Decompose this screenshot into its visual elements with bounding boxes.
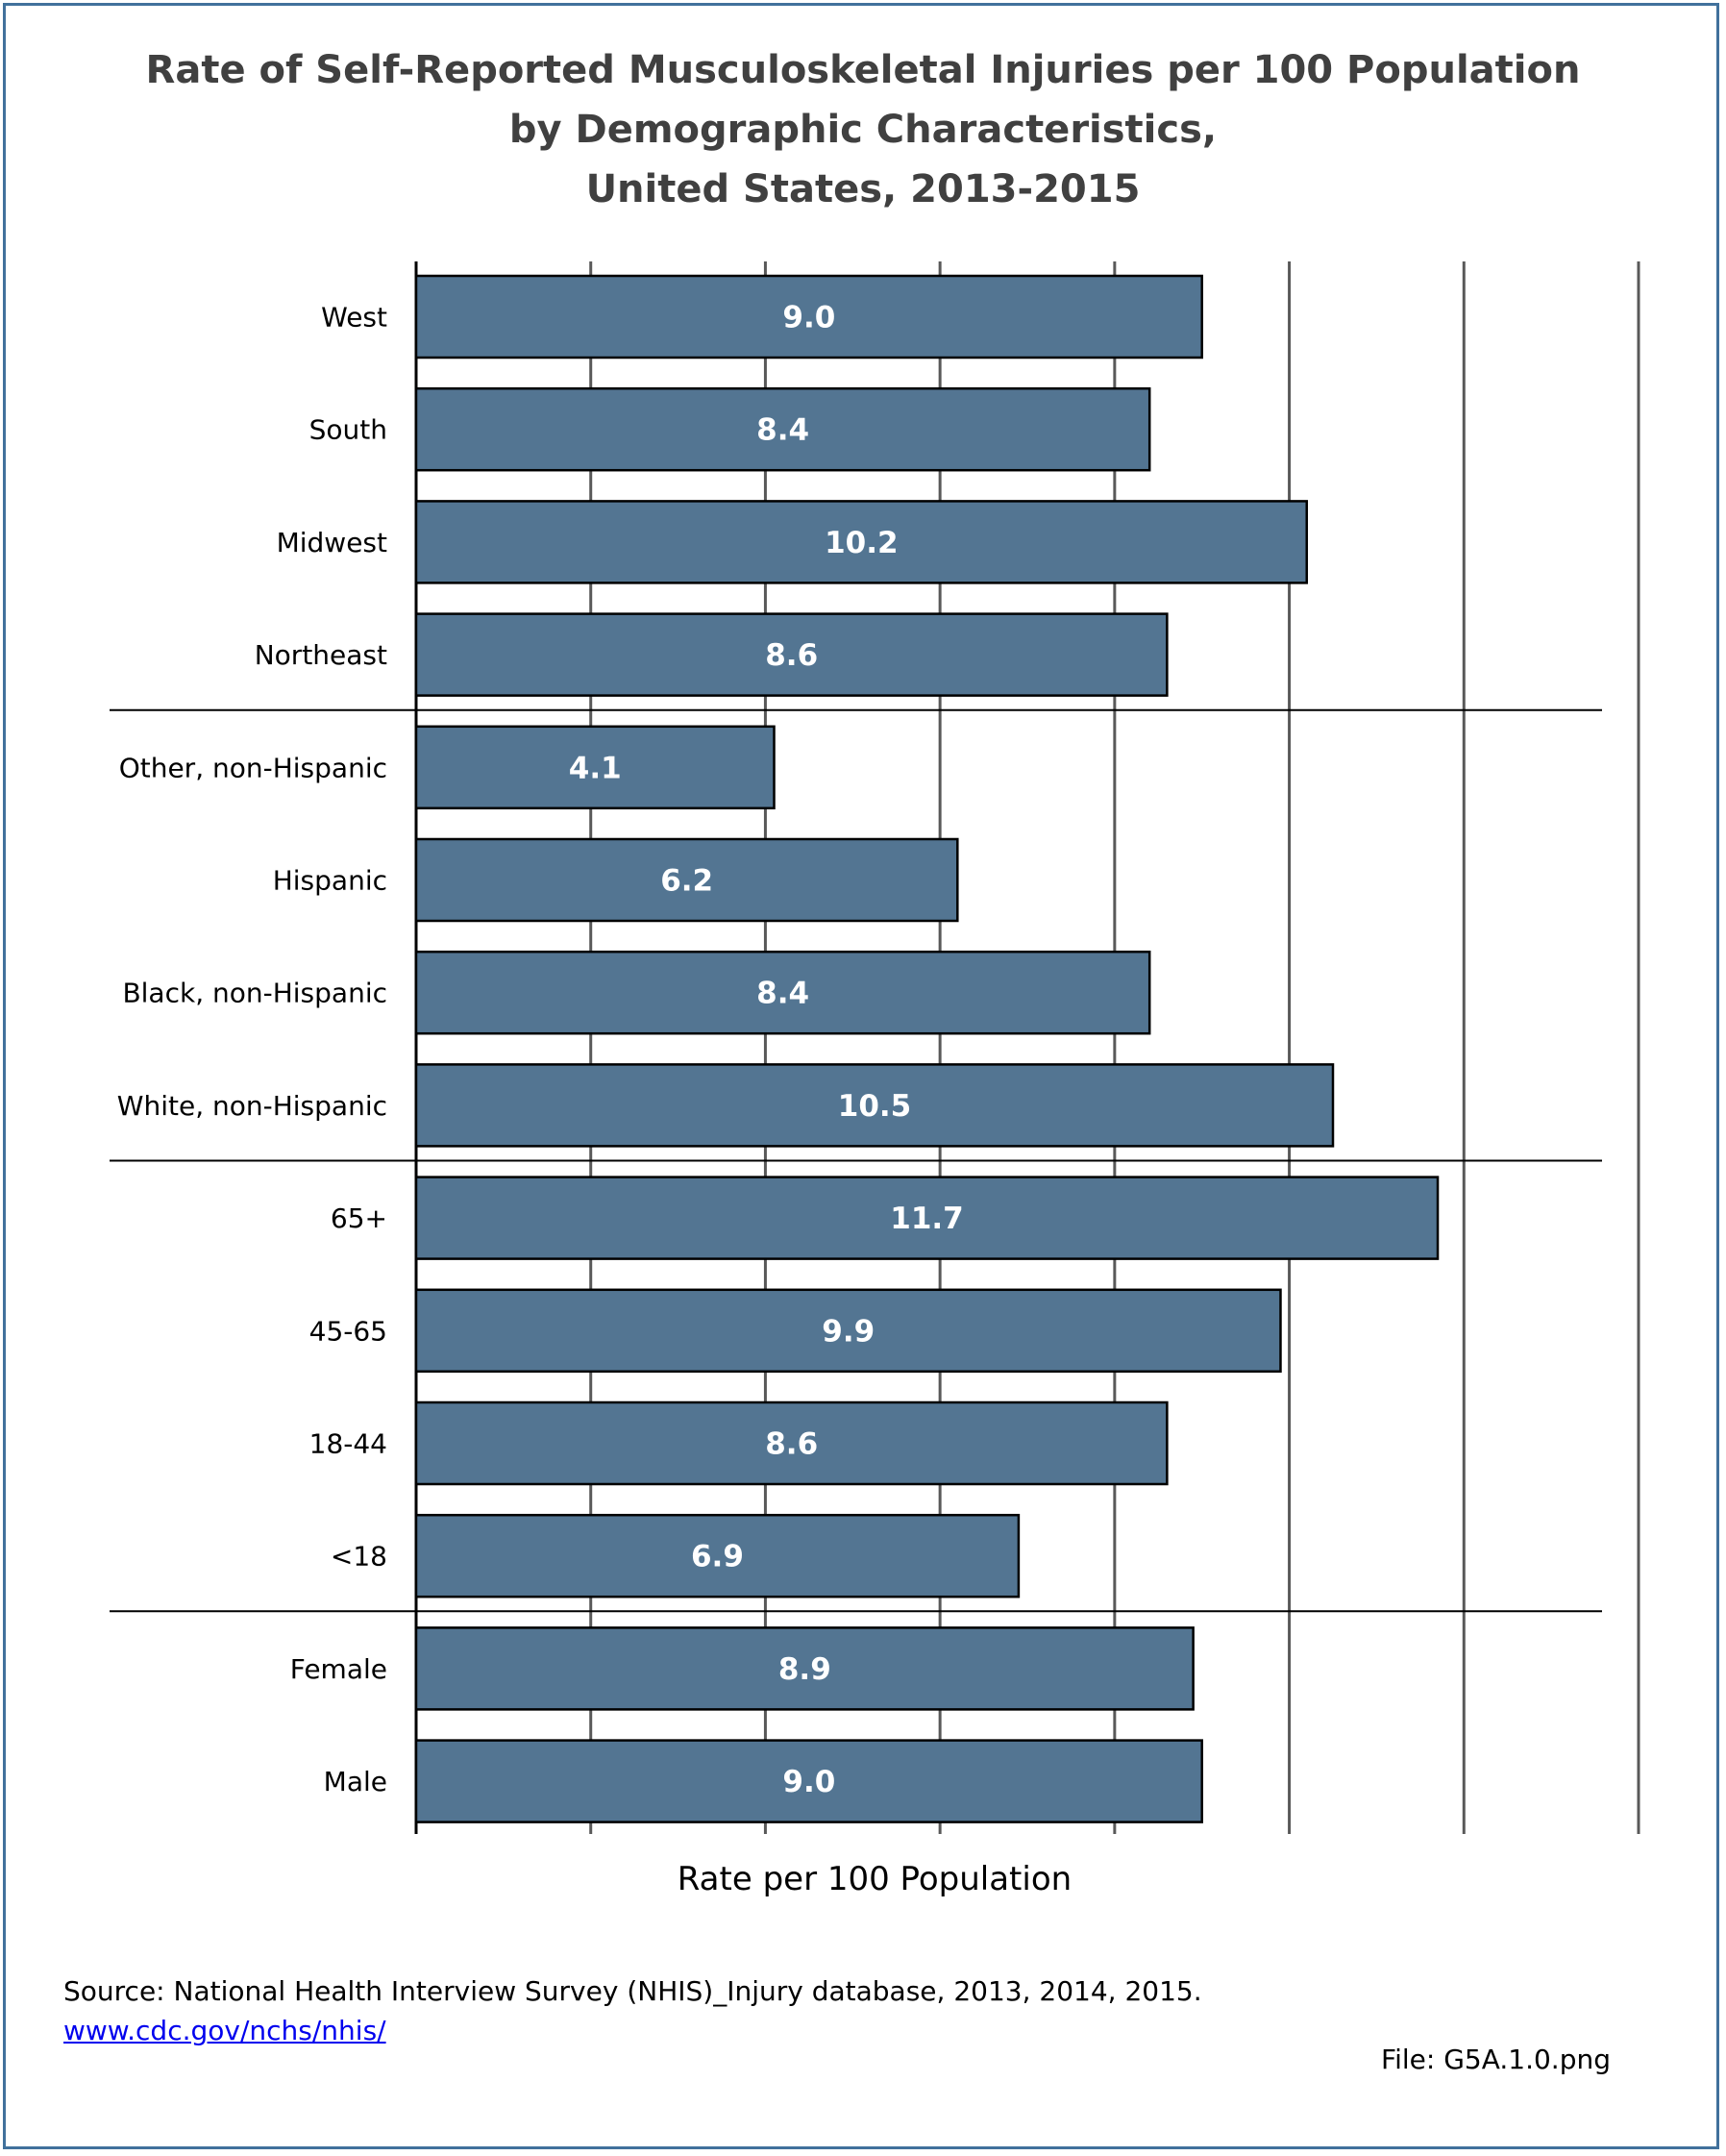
bar-value-label: 9.0	[782, 301, 835, 335]
bar-value-label: 8.4	[756, 977, 809, 1011]
bar	[414, 1739, 1203, 1823]
bar	[414, 1513, 1021, 1598]
category-label: 18-44	[309, 1428, 387, 1460]
file-name: File: G5A.1.0.png	[1381, 2044, 1611, 2075]
bar-value-label: 8.4	[756, 413, 809, 448]
source-note: Source: National Health Interview Survey…	[63, 1975, 1202, 2007]
bar	[414, 500, 1308, 584]
bar	[414, 612, 1169, 697]
category-label: 65+	[331, 1202, 387, 1234]
category-label: West	[321, 302, 387, 334]
bar	[414, 1176, 1440, 1260]
bar-value-label: 10.5	[838, 1089, 912, 1124]
bar	[414, 274, 1203, 359]
bar-value-label: 6.2	[660, 864, 713, 899]
bar-value-label: 9.9	[822, 1314, 875, 1349]
bar	[414, 837, 959, 923]
bar-value-label: 10.2	[825, 526, 899, 560]
bar-value-label: 8.9	[778, 1652, 831, 1687]
bar	[414, 950, 1151, 1035]
bar	[414, 1400, 1169, 1486]
bar	[414, 386, 1151, 472]
chart-frame	[3, 3, 1719, 2149]
bar-value-label: 9.0	[782, 1765, 835, 1799]
bar-value-label: 8.6	[765, 638, 818, 673]
chart-title-line-2: by Demographic Characteristics,	[508, 108, 1218, 152]
chart-title-line-3: United States, 2013-2015	[585, 167, 1141, 211]
chart-title: Rate of Self-Reported Musculoskeletal In…	[0, 40, 1726, 219]
category-label: Other, non-Hispanic	[119, 752, 387, 783]
category-label: Black, non-Hispanic	[122, 978, 387, 1009]
source-link[interactable]: www.cdc.gov/nchs/nhis/	[63, 2015, 386, 2046]
category-label: Northeast	[255, 639, 387, 671]
bar	[414, 1288, 1282, 1374]
category-label: Male	[324, 1766, 387, 1797]
bar-value-label: 11.7	[890, 1202, 964, 1236]
chart-title-line-1: Rate of Self-Reported Musculoskeletal In…	[145, 48, 1581, 92]
category-label: 45-65	[309, 1315, 387, 1347]
bar	[414, 725, 776, 810]
category-label: <18	[331, 1541, 387, 1573]
category-label: Midwest	[277, 527, 387, 558]
x-axis-label: Rate per 100 Population	[677, 1860, 1073, 1898]
category-label: South	[309, 414, 387, 446]
bar	[414, 1626, 1195, 1711]
bar-value-label: 4.1	[569, 751, 622, 785]
category-label: Hispanic	[273, 865, 387, 897]
bar-value-label: 8.6	[765, 1427, 818, 1462]
category-label: White, non-Hispanic	[117, 1090, 387, 1122]
bar-value-label: 6.9	[691, 1540, 744, 1574]
category-label: Female	[290, 1653, 387, 1685]
bar	[414, 1063, 1335, 1148]
